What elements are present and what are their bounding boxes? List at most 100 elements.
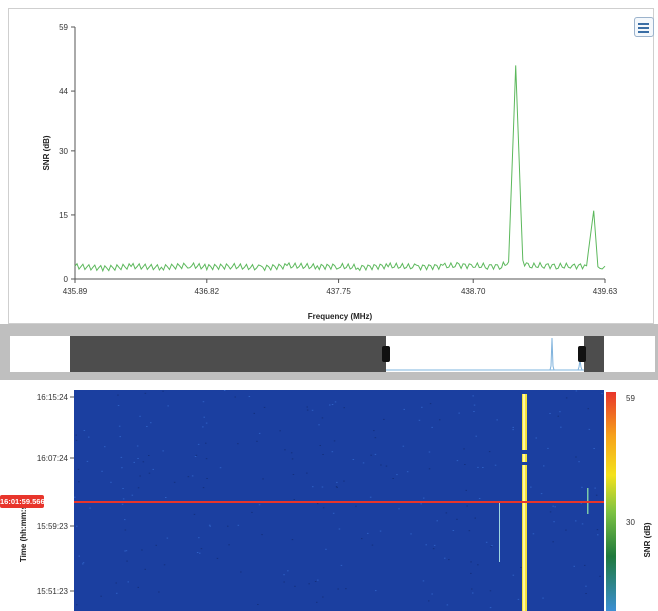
noise-speck bbox=[597, 534, 599, 536]
noise-speck bbox=[552, 505, 554, 507]
noise-speck bbox=[136, 445, 139, 447]
noise-speck bbox=[126, 560, 128, 562]
noise-speck bbox=[482, 467, 484, 468]
noise-speck bbox=[456, 518, 458, 520]
noise-speck bbox=[595, 494, 598, 496]
noise-speck bbox=[316, 503, 319, 505]
noise-speck bbox=[452, 530, 455, 531]
noise-speck bbox=[485, 541, 488, 543]
noise-speck bbox=[333, 440, 336, 442]
noise-speck bbox=[139, 415, 141, 417]
noise-speck bbox=[216, 557, 219, 559]
noise-speck bbox=[575, 456, 577, 458]
noise-speck bbox=[444, 557, 446, 559]
noise-speck bbox=[127, 581, 129, 583]
noise-speck bbox=[410, 533, 412, 535]
noise-speck bbox=[101, 470, 103, 472]
noise-speck bbox=[119, 436, 121, 438]
range-handle-right-icon[interactable] bbox=[578, 346, 586, 362]
noise-speck bbox=[202, 401, 205, 403]
noise-speck bbox=[532, 533, 535, 535]
time-ticks: 16:15:24 16:07:24 15:59:23 15:51:23 bbox=[37, 393, 74, 596]
noise-speck bbox=[402, 445, 405, 447]
noise-speck bbox=[340, 564, 343, 566]
noise-speck bbox=[322, 507, 325, 509]
list-menu-icon[interactable] bbox=[634, 17, 654, 37]
noise-speck bbox=[312, 486, 314, 488]
noise-speck bbox=[167, 405, 169, 407]
noise-speck bbox=[332, 512, 335, 514]
frequency-range-selector[interactable] bbox=[10, 336, 655, 372]
noise-speck bbox=[163, 564, 166, 566]
noise-speck bbox=[162, 450, 164, 452]
noise-speck bbox=[322, 596, 324, 598]
noise-speck bbox=[284, 449, 286, 451]
noise-speck bbox=[88, 436, 90, 438]
noise-speck bbox=[336, 487, 338, 488]
noise-speck bbox=[488, 451, 491, 453]
noise-speck bbox=[122, 498, 125, 500]
noise-speck bbox=[306, 406, 308, 408]
noise-speck bbox=[110, 481, 112, 483]
noise-speck bbox=[329, 404, 331, 406]
time-tick-label: 15:51:23 bbox=[37, 587, 69, 596]
noise-speck bbox=[371, 544, 374, 546]
noise-speck bbox=[263, 406, 266, 408]
noise-speck bbox=[383, 418, 385, 420]
noise-speck bbox=[76, 525, 78, 527]
noise-speck bbox=[445, 512, 448, 514]
noise-speck bbox=[458, 412, 460, 414]
noise-speck bbox=[321, 417, 324, 419]
noise-speck bbox=[194, 456, 197, 457]
noise-speck bbox=[472, 592, 474, 594]
overview-peak bbox=[549, 337, 555, 371]
noise-speck bbox=[379, 530, 382, 532]
noise-speck bbox=[429, 403, 432, 405]
noise-speck bbox=[489, 590, 492, 592]
noise-speck bbox=[115, 582, 117, 584]
noise-speck bbox=[142, 461, 145, 463]
colorbar-ticks: 59 30 bbox=[626, 394, 635, 527]
range-mask-right bbox=[584, 336, 604, 372]
noise-speck bbox=[432, 548, 435, 550]
noise-speck bbox=[512, 426, 514, 428]
noise-speck bbox=[331, 404, 334, 405]
noise-speck bbox=[314, 581, 317, 582]
noise-speck bbox=[428, 600, 430, 602]
noise-speck bbox=[392, 478, 394, 479]
noise-speck bbox=[125, 550, 128, 552]
x-tick-label: 438.70 bbox=[461, 287, 486, 296]
noise-speck bbox=[120, 456, 123, 458]
noise-speck bbox=[193, 513, 196, 515]
waterfall-plot-area[interactable] bbox=[74, 390, 604, 611]
noise-speck bbox=[578, 461, 580, 463]
noise-speck bbox=[425, 544, 427, 546]
noise-speck bbox=[306, 409, 309, 411]
noise-speck bbox=[406, 471, 409, 473]
noise-speck bbox=[203, 416, 205, 418]
noise-speck bbox=[494, 464, 497, 466]
noise-speck bbox=[150, 422, 152, 424]
noise-speck bbox=[560, 426, 562, 428]
noise-speck bbox=[475, 435, 477, 437]
noise-speck bbox=[464, 464, 466, 465]
colorbar-tick-label: 30 bbox=[626, 518, 635, 527]
range-handle-left-icon[interactable] bbox=[382, 346, 390, 362]
noise-speck bbox=[428, 468, 431, 470]
noise-speck bbox=[74, 496, 76, 498]
noise-speck bbox=[76, 604, 78, 606]
noise-speck bbox=[385, 465, 388, 467]
noise-speck bbox=[78, 555, 80, 557]
noise-speck bbox=[573, 565, 575, 567]
noise-speck bbox=[343, 480, 345, 482]
waterfall-panel: 16:15:24 16:07:24 15:59:23 15:51:23 Time (h… bbox=[0, 380, 658, 611]
noise-speck bbox=[418, 419, 421, 421]
noise-speck bbox=[575, 520, 577, 522]
noise-speck bbox=[338, 528, 341, 530]
noise-speck bbox=[512, 574, 515, 576]
noise-speck bbox=[133, 461, 135, 463]
noise-speck bbox=[311, 409, 314, 411]
time-marker-label[interactable]: 16:01:59.566 bbox=[0, 495, 45, 508]
noise-speck bbox=[431, 593, 433, 595]
noise-speck bbox=[292, 474, 295, 475]
